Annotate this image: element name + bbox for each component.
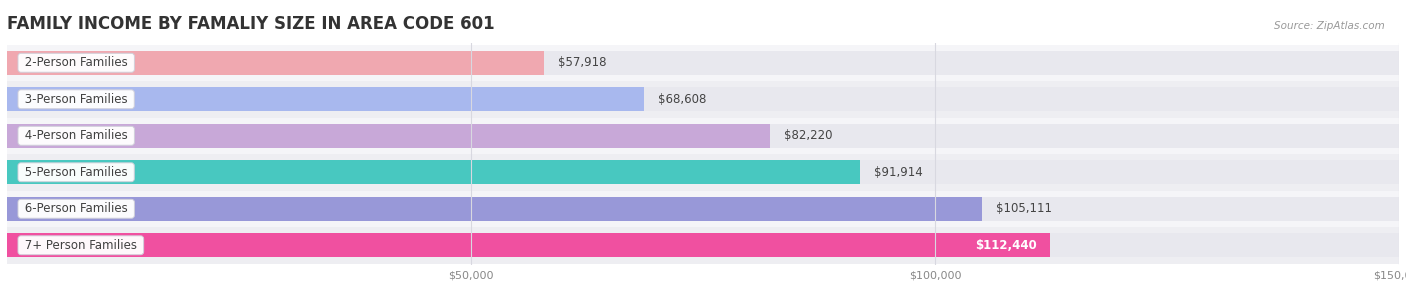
Bar [7, 160, 860, 184]
Bar [7, 154, 1399, 191]
Text: 3-Person Families: 3-Person Families [21, 93, 131, 106]
Bar [7, 81, 1399, 117]
Bar [7, 160, 1399, 184]
Bar [7, 45, 1399, 81]
Text: $112,440: $112,440 [974, 239, 1036, 252]
Text: $105,111: $105,111 [997, 202, 1052, 215]
Bar [7, 197, 983, 221]
Bar [7, 88, 644, 111]
Text: $68,608: $68,608 [658, 93, 706, 106]
Bar [7, 124, 1399, 148]
Text: $82,220: $82,220 [785, 129, 832, 142]
Bar [7, 51, 1399, 75]
Bar [7, 191, 1399, 227]
Text: $91,914: $91,914 [875, 166, 922, 179]
Bar [7, 197, 1399, 221]
Bar [7, 124, 770, 148]
Text: 7+ Person Families: 7+ Person Families [21, 239, 141, 252]
Text: FAMILY INCOME BY FAMALIY SIZE IN AREA CODE 601: FAMILY INCOME BY FAMALIY SIZE IN AREA CO… [7, 15, 495, 33]
Bar [7, 88, 1399, 111]
Text: 6-Person Families: 6-Person Families [21, 202, 131, 215]
Bar [7, 117, 1399, 154]
Text: 5-Person Families: 5-Person Families [21, 166, 131, 179]
Text: 2-Person Families: 2-Person Families [21, 56, 131, 69]
Text: 4-Person Families: 4-Person Families [21, 129, 131, 142]
Bar [7, 233, 1050, 257]
Bar [7, 233, 1399, 257]
Text: $57,918: $57,918 [558, 56, 607, 69]
Text: Source: ZipAtlas.com: Source: ZipAtlas.com [1274, 21, 1385, 31]
Bar [7, 227, 1399, 264]
Bar [7, 51, 544, 75]
